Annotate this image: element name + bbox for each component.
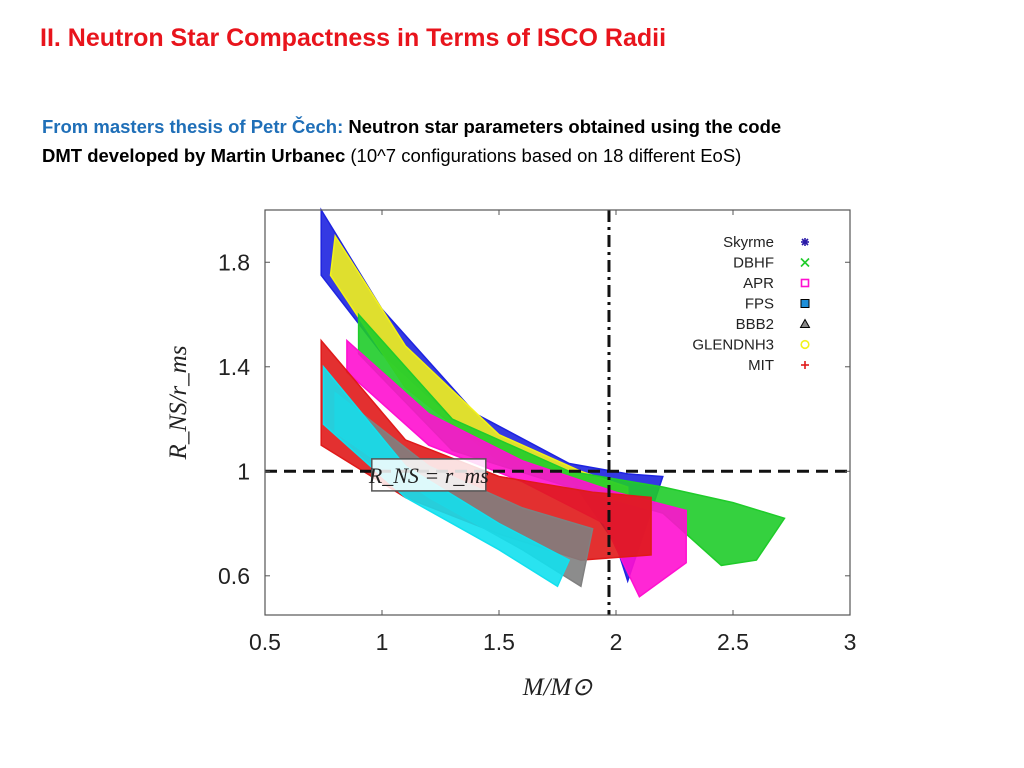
data-regions-layer: [320, 207, 786, 598]
legend-label: MIT: [748, 357, 774, 374]
legend: Skyrme DBHF APR FPS BBB2 GLENDNH3 MIT: [692, 234, 811, 374]
x-axis-label-text: M/M⊙: [522, 674, 594, 701]
legend-label: BBB2: [736, 316, 774, 333]
y-ticks-layer: 0.6 1 1.4 1.8: [218, 249, 850, 589]
source-credit: From masters thesis of Petr Čech:: [42, 116, 344, 137]
legend-marker-triangle: [799, 318, 811, 328]
y-tick-label: 1.4: [218, 354, 250, 380]
annotation-box: [371, 458, 487, 492]
slide-title: II. Neutron Star Compactness in Terms of…: [40, 24, 667, 52]
legend-label: FPS: [745, 296, 774, 313]
legend-marker-square: [800, 299, 810, 308]
description-bold-2: DMT developed by Martin Urbanec: [42, 145, 346, 166]
x-tick-label: 1.5: [483, 629, 515, 655]
legend-label: GLENDNH3: [692, 337, 774, 354]
legend-item-fps: FPS: [745, 296, 810, 313]
x-tick-label: 3: [844, 629, 857, 655]
legend-item-mit: MIT: [748, 357, 809, 374]
legend-item-bbb2: BBB2: [736, 316, 811, 333]
y-axis-label-text: R_NS/r_ms: [165, 346, 192, 461]
y-tick-label: 1: [237, 458, 250, 484]
legend-marker-cross: [800, 257, 810, 268]
y-axis-label: R_NS/r_ms: [165, 346, 192, 461]
description-plain: (10^7 configurations based on 18 differe…: [350, 145, 742, 166]
x-tick-label: 1: [376, 629, 389, 655]
y-tick-label: 1.8: [218, 249, 250, 275]
y-tick-label: 0.6: [218, 563, 250, 589]
legend-label: Skyrme: [723, 234, 774, 251]
description-bold-1: Neutron star parameters obtained using t…: [348, 116, 782, 137]
x-tick-label: 2.5: [717, 629, 749, 655]
region-apr: [346, 338, 687, 598]
slide-subtitle: From masters thesis of Petr Čech: Neutro…: [42, 112, 982, 170]
x-ticks-layer: 0.5 1 1.5 2 2.5 3: [249, 210, 856, 655]
legend-item-glendnh3: GLENDNH3: [692, 337, 810, 354]
legend-label: APR: [743, 275, 774, 292]
x-tick-label: 0.5: [249, 629, 281, 655]
legend-marker-asterisk: [801, 238, 809, 246]
x-axis-label: M/M⊙: [522, 674, 594, 701]
legend-marker-circle-open: [800, 339, 810, 350]
annotation-label: R_NS = r_ms: [368, 463, 489, 488]
reference-lines-layer: [265, 210, 850, 615]
region-fps: [322, 364, 571, 588]
legend-item-skyrme: Skyrme: [723, 234, 809, 251]
plot-frame: [264, 209, 851, 616]
legend-marker-plus: [801, 361, 809, 369]
legend-item-apr: APR: [743, 275, 810, 292]
annotation-layer: R_NS = r_ms: [368, 458, 489, 492]
legend-item-dbhf: DBHF: [733, 255, 810, 272]
legend-label: DBHF: [733, 255, 774, 272]
legend-marker-square-open: [800, 278, 810, 288]
x-tick-label: 2: [610, 629, 623, 655]
